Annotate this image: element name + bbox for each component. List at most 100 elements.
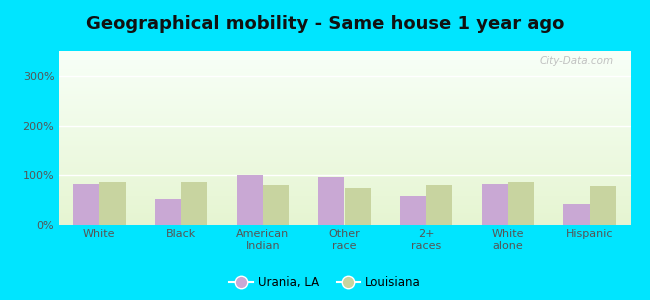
Bar <box>58 205 630 206</box>
Bar <box>58 59 630 60</box>
Bar <box>58 119 630 120</box>
Bar <box>58 60 630 61</box>
Bar <box>58 153 630 154</box>
Bar <box>58 204 630 205</box>
Bar <box>318 177 344 225</box>
Bar <box>58 190 630 191</box>
Bar <box>58 129 630 130</box>
Bar <box>237 175 263 225</box>
Bar <box>58 167 630 168</box>
Bar <box>73 184 99 225</box>
Bar <box>58 98 630 99</box>
Bar <box>58 68 630 69</box>
Bar <box>58 151 630 152</box>
Bar <box>58 175 630 176</box>
Bar <box>58 137 630 138</box>
Bar <box>58 173 630 174</box>
Bar <box>58 216 630 217</box>
Bar <box>58 128 630 129</box>
Bar <box>58 52 630 53</box>
Bar <box>58 55 630 56</box>
Bar <box>58 105 630 106</box>
Bar <box>58 107 630 108</box>
Bar <box>58 53 630 54</box>
Bar <box>58 168 630 169</box>
Legend: Urania, LA, Louisiana: Urania, LA, Louisiana <box>225 272 425 294</box>
Bar <box>58 74 630 75</box>
Bar <box>58 76 630 77</box>
Bar <box>58 149 630 150</box>
Bar <box>58 170 630 171</box>
Bar <box>58 152 630 153</box>
Bar <box>58 103 630 104</box>
Bar <box>58 197 630 198</box>
Bar <box>58 161 630 162</box>
Bar <box>58 58 630 59</box>
Text: City-Data.com: City-Data.com <box>540 56 614 66</box>
Bar <box>58 209 630 210</box>
Bar <box>508 182 534 225</box>
Bar <box>58 180 630 181</box>
Bar <box>58 207 630 208</box>
Bar <box>58 97 630 98</box>
Bar <box>58 112 630 113</box>
Bar <box>58 165 630 166</box>
Bar <box>58 155 630 156</box>
Bar <box>58 124 630 125</box>
Bar <box>58 85 630 86</box>
Bar <box>58 117 630 118</box>
Bar <box>155 199 181 225</box>
Bar <box>58 148 630 149</box>
Bar <box>58 206 630 207</box>
Bar <box>58 123 630 124</box>
Bar <box>58 194 630 195</box>
Bar <box>58 99 630 100</box>
Bar <box>58 69 630 70</box>
Bar <box>58 222 630 223</box>
Bar <box>58 223 630 224</box>
Bar <box>58 182 630 183</box>
Bar <box>58 160 630 161</box>
Bar <box>263 185 289 225</box>
Bar <box>482 184 508 225</box>
Bar <box>58 221 630 222</box>
Bar <box>58 187 630 188</box>
Bar <box>58 142 630 143</box>
Bar <box>58 108 630 109</box>
Bar <box>344 188 370 225</box>
Bar <box>58 63 630 64</box>
Bar <box>58 64 630 65</box>
Bar <box>58 70 630 71</box>
Bar <box>58 61 630 62</box>
Bar <box>58 174 630 175</box>
Bar <box>58 154 630 155</box>
Bar <box>58 210 630 211</box>
Bar <box>58 157 630 158</box>
Bar <box>58 71 630 72</box>
Bar <box>58 183 630 184</box>
Bar <box>58 79 630 80</box>
Bar <box>58 172 630 173</box>
Bar <box>58 83 630 84</box>
Bar <box>58 56 630 57</box>
Bar <box>58 75 630 76</box>
Bar <box>58 65 630 66</box>
Bar <box>58 177 630 178</box>
Bar <box>58 156 630 157</box>
Bar <box>58 92 630 93</box>
Bar <box>58 134 630 135</box>
Bar <box>58 158 630 159</box>
Bar <box>58 199 630 200</box>
Bar <box>58 185 630 186</box>
Bar <box>58 110 630 111</box>
Bar <box>58 132 630 133</box>
Bar <box>58 86 630 87</box>
Bar <box>58 82 630 83</box>
Text: Geographical mobility - Same house 1 year ago: Geographical mobility - Same house 1 yea… <box>86 15 564 33</box>
Bar <box>58 101 630 102</box>
Bar <box>58 214 630 215</box>
Bar <box>58 111 630 112</box>
Bar <box>58 121 630 122</box>
Bar <box>58 146 630 147</box>
Bar <box>58 215 630 216</box>
